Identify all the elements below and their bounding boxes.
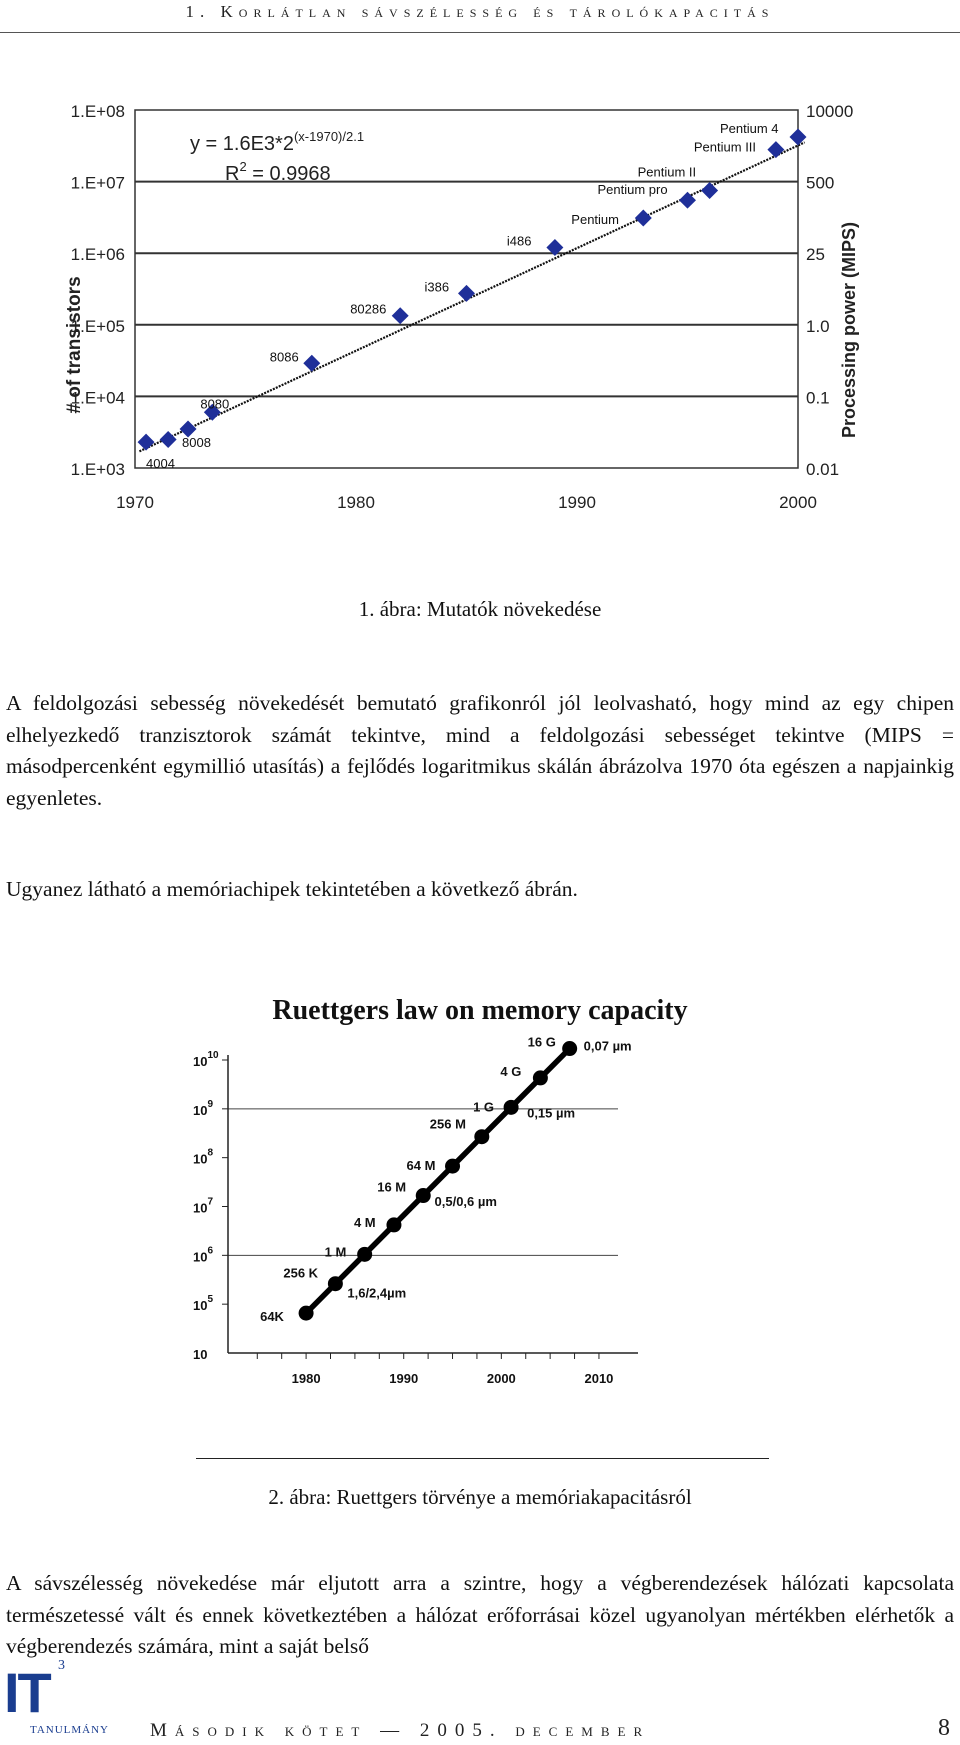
figure2-caption: 2. ábra: Ruettgers törvénye a memóriakap… <box>268 1485 692 1509</box>
memory-data-point <box>503 1099 519 1115</box>
y-right-tick-label: 25 <box>806 245 825 264</box>
point-label: Pentium pro <box>598 182 668 197</box>
y-right-tick-label: 500 <box>806 174 834 193</box>
data-point <box>546 239 564 257</box>
point-label: 4004 <box>146 456 175 471</box>
y-tick-label: 105 <box>193 1294 213 1313</box>
memory-data-point <box>562 1041 578 1057</box>
y-axis-title: # of transistors <box>64 276 85 413</box>
point-label: i386 <box>425 279 450 294</box>
plot-area <box>134 109 799 469</box>
y-right-tick-label: 0.1 <box>806 388 830 407</box>
logo-superscript: 3 <box>58 1658 65 1673</box>
paragraph-3: A sávszélesség növekedése már eljutott a… <box>6 1571 954 1658</box>
x-tick-label: 2000 <box>779 493 817 512</box>
memory-data-point <box>298 1305 314 1321</box>
memory-data-point <box>474 1129 490 1145</box>
data-point <box>701 182 719 200</box>
process-annotation: 0,15 µm <box>527 1105 575 1120</box>
memory-data-point <box>357 1246 373 1262</box>
point-label: Pentium <box>571 212 619 227</box>
y-right-tick-label: 1.0 <box>806 317 830 336</box>
memory-data-point <box>532 1070 548 1086</box>
point-label: 8080 <box>200 396 229 411</box>
data-point <box>303 354 321 372</box>
data-point <box>179 420 197 438</box>
chart2-title: Ruettgers law on memory capacity <box>272 995 688 1026</box>
y-axis-right-title: Processing power (MIPS) <box>839 222 859 438</box>
y-tick-label: 1.E+05 <box>71 317 125 336</box>
process-annotation: 0,07 µm <box>584 1039 632 1054</box>
trend-line <box>138 141 806 453</box>
transistor-chart: 1.E+03 1.E+04 1.E+05 1.E+06 1.E+07 1.E+08 0.0… <box>40 80 920 590</box>
point-label: 8086 <box>270 349 299 364</box>
memory-point-label: 64K <box>260 1309 284 1324</box>
memory-data-point <box>415 1188 431 1204</box>
y-tick-label: 107 <box>193 1197 213 1216</box>
point-label: 8008 <box>182 435 211 450</box>
y-tick-label: 1.E+03 <box>71 460 125 479</box>
y-tick-label: 106 <box>193 1245 213 1264</box>
paragraph-2: Ugyanez látható a memóriachipek tekintet… <box>6 877 578 901</box>
y-tick-label: 1.E+06 <box>71 245 125 264</box>
memory-data-point <box>386 1217 402 1233</box>
y-tick-label: 108 <box>193 1148 213 1167</box>
x-tick-label: 1970 <box>116 493 154 512</box>
memory-data-point <box>327 1276 343 1292</box>
x-tick-label: 2000 <box>487 1371 516 1386</box>
y-right-tick-label: 0.01 <box>806 460 839 479</box>
logo-letters: IT <box>4 1661 52 1724</box>
point-label: Pentium II <box>638 165 697 180</box>
memory-point-label: 4 M <box>354 1215 376 1230</box>
y-tick-label: 1010 <box>193 1050 219 1069</box>
x-tick-label: 1990 <box>389 1371 418 1386</box>
paragraph-1: A feldolgozási sebesség növekedését bemu… <box>6 691 954 810</box>
data-point <box>634 209 652 227</box>
running-header: 1. Korlátlan sávszélesség és tárolókapac… <box>185 2 775 21</box>
y-tick-label: 1.E+04 <box>71 388 125 407</box>
data-point <box>203 403 221 421</box>
data-point <box>679 191 696 209</box>
y-right-tick-label: 10000 <box>806 102 853 121</box>
memory-chart: 10 105 106 107 108 109 1010 1980 1990 2000 2010 6… <box>193 1035 638 1386</box>
footer-volume: Második kötet — 2005. december <box>150 1720 651 1741</box>
memory-trend-line <box>303 1045 573 1316</box>
figure2-rule <box>196 1458 769 1459</box>
y-tick-label: 1.E+08 <box>71 102 125 121</box>
data-point <box>789 128 807 146</box>
publication-logo: IT 3 TANULMÁNY <box>4 1658 144 1740</box>
point-label: Pentium III <box>694 140 756 155</box>
memory-data-point <box>445 1158 461 1174</box>
x-tick-label: 1980 <box>337 493 375 512</box>
memory-point-label: 256 K <box>283 1266 318 1281</box>
data-point <box>767 141 785 159</box>
r-squared: R2 = 0.9968 <box>225 159 331 185</box>
memory-point-label: 1 M <box>325 1244 347 1259</box>
memory-point-label: 16 M <box>377 1180 406 1195</box>
process-annotation: 1,6/2,4µm <box>347 1286 406 1301</box>
memory-point-label: 4 G <box>500 1064 521 1079</box>
header-rule <box>0 32 960 33</box>
data-point <box>458 284 475 302</box>
point-label: Pentium 4 <box>720 121 779 136</box>
equation: y = 1.6E3*2(x-1970)/2.1 <box>190 129 364 155</box>
data-point <box>159 431 177 448</box>
point-label: i486 <box>507 234 532 249</box>
memory-point-label: 1 G <box>473 1099 494 1114</box>
point-label: 80286 <box>350 302 386 317</box>
memory-point-label: 64 M <box>407 1158 436 1173</box>
data-point <box>391 307 409 325</box>
figure1-caption: 1. ábra: Mutatók növekedése <box>358 597 602 621</box>
process-annotation: 0,5/0,6 µm <box>435 1194 497 1209</box>
page-number: 8 <box>938 1715 950 1741</box>
logo-subtitle: TANULMÁNY <box>30 1724 110 1736</box>
y-tick-label: 10 <box>193 1347 207 1362</box>
x-tick-label: 1980 <box>292 1371 321 1386</box>
y-tick-label: 109 <box>193 1099 213 1118</box>
x-tick-label: 1990 <box>558 493 596 512</box>
y-tick-label: 1.E+07 <box>71 174 125 193</box>
x-tick-label: 2010 <box>584 1371 613 1386</box>
memory-point-label: 256 M <box>430 1117 466 1132</box>
memory-point-label: 16 G <box>528 1035 556 1050</box>
